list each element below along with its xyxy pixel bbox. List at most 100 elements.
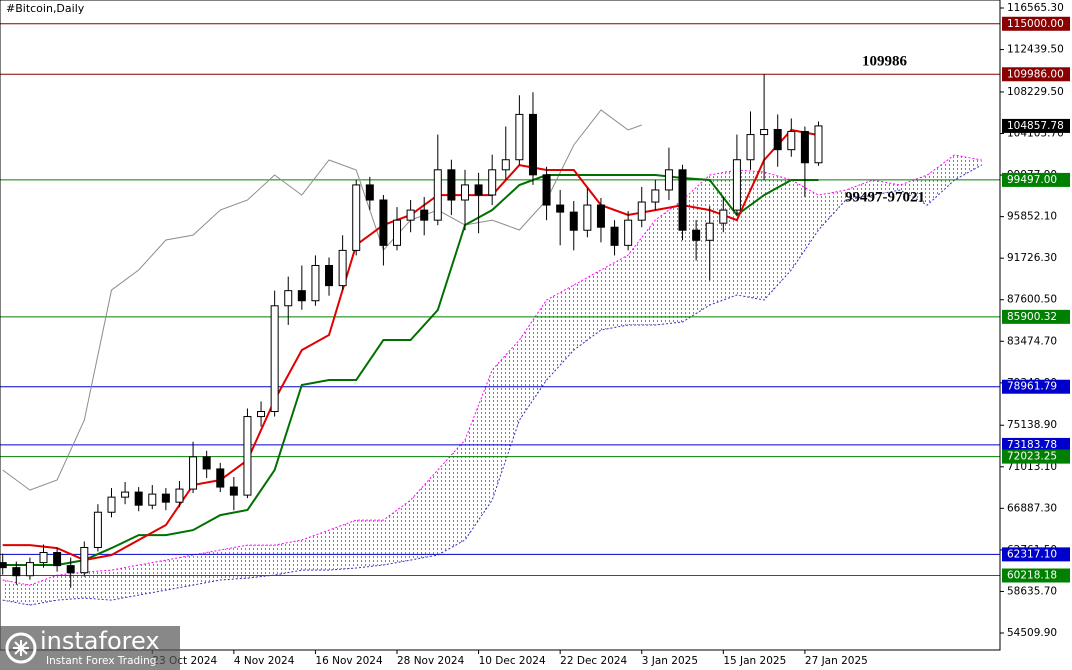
candle-body [352, 184, 361, 251]
level-label-bg [1002, 437, 1070, 452]
level-label: 99497.00 [1007, 174, 1057, 186]
watermark-bg [0, 626, 180, 670]
level-label: 85900.32 [1007, 311, 1057, 323]
y-tick-label: 66887.30 [1007, 502, 1057, 514]
level-label-bg [1002, 379, 1070, 394]
plot-area [0, 23, 1000, 606]
level-label: 72023.25 [1007, 451, 1057, 463]
y-tick-label: 71013.10 [1007, 461, 1057, 473]
candle-body [556, 204, 565, 213]
candle-body [460, 184, 469, 201]
x-tick-label: 4 Nov 2024 [234, 655, 295, 667]
candle-body [297, 290, 306, 302]
candle-body [229, 486, 238, 496]
candle-body [243, 416, 252, 496]
candle-body [80, 546, 89, 574]
candle-body [773, 129, 782, 151]
level-label-bg [1002, 309, 1070, 324]
y-tick-label: 58635.70 [1007, 585, 1057, 597]
level-label-bg [1002, 16, 1070, 31]
candle-body [406, 209, 415, 221]
candle-body [107, 496, 116, 513]
candle-body [596, 204, 605, 228]
candle-body [93, 511, 102, 548]
candle-body [800, 131, 809, 164]
candle-body [161, 493, 170, 503]
watermark-brand: instaforex [40, 627, 160, 655]
candle-body [325, 264, 334, 287]
candle-body [488, 169, 497, 196]
candle-body [760, 129, 769, 136]
annotation: 109986 [862, 53, 908, 69]
candle-body [134, 491, 143, 506]
watermark-logo [5, 632, 37, 664]
y-tick-label: 83474.70 [1007, 335, 1057, 347]
level-label: 73183.78 [1007, 439, 1057, 451]
chart-title: #Bitcoin,Daily [6, 2, 85, 15]
candle-body [583, 204, 592, 231]
level-label-bg [1002, 547, 1070, 562]
x-tick-label: 22 Dec 2024 [560, 655, 627, 667]
candle-body [433, 169, 442, 221]
cloud-span-b [2, 164, 982, 606]
candle-body [732, 159, 741, 211]
candle-body [447, 169, 456, 201]
x-tick-label: 27 Jan 2025 [805, 655, 868, 667]
candle-body [365, 184, 374, 201]
candle-body [270, 305, 279, 413]
candle-body [624, 219, 633, 246]
candle-body [53, 552, 62, 567]
level-label-bg [1002, 568, 1070, 583]
y-tick-label: 75138.90 [1007, 419, 1057, 431]
candle-body [787, 131, 796, 151]
watermark-logo-mark [13, 640, 29, 656]
level-label: 60218.18 [1007, 570, 1057, 582]
y-tick-label: 95852.10 [1007, 211, 1057, 223]
candle-body [338, 249, 347, 287]
candle-body [569, 211, 578, 231]
candle-body [719, 209, 728, 224]
candle-body [705, 222, 714, 241]
level-label-bg [1002, 172, 1070, 187]
candle-body [637, 201, 646, 221]
level-label: 115000.00 [1007, 18, 1064, 30]
candle-body [814, 125, 823, 164]
x-tick-label: 3 Jan 2025 [642, 655, 698, 667]
candle-body [0, 562, 7, 569]
x-tick-label: 28 Nov 2024 [397, 655, 465, 667]
level-label: 78961.79 [1007, 381, 1057, 393]
candle-body [216, 468, 225, 488]
candle-body [501, 159, 510, 171]
y-tick-label: 112439.50 [1007, 44, 1064, 56]
price-label-bg [1002, 118, 1070, 133]
candle-body [121, 491, 130, 498]
x-tick-label: 10 Dec 2024 [479, 655, 546, 667]
candle-body [692, 229, 701, 241]
candle-body [284, 290, 293, 307]
candle-body [202, 456, 211, 470]
y-tick-label: 87600.50 [1007, 294, 1057, 306]
cloud-fill [2, 155, 982, 606]
watermark: instaforex Instant Forex Trading [0, 626, 180, 670]
candle-body [393, 219, 402, 246]
candle-body [420, 209, 429, 221]
candle-body [257, 411, 266, 418]
annotation: 99497-97021 [845, 189, 925, 205]
candle-body [528, 113, 537, 176]
candle-body [175, 488, 184, 503]
candle-body [379, 199, 388, 246]
candle-body [746, 134, 755, 161]
candle-body [515, 113, 524, 161]
candle-body [542, 174, 551, 206]
level-label: 109986.00 [1007, 68, 1064, 80]
y-tick-label: 108229.50 [1007, 86, 1064, 98]
plot-border [0, 0, 1001, 651]
price-label: 104857.78 [1007, 120, 1064, 132]
candle-body [25, 562, 34, 577]
axes: 116565.30112439.50108229.50104103.709997… [151, 2, 1070, 667]
level-label: 62317.10 [1007, 548, 1057, 560]
level-label-bg [1002, 67, 1070, 82]
y-tick-label: 91726.30 [1007, 252, 1057, 264]
